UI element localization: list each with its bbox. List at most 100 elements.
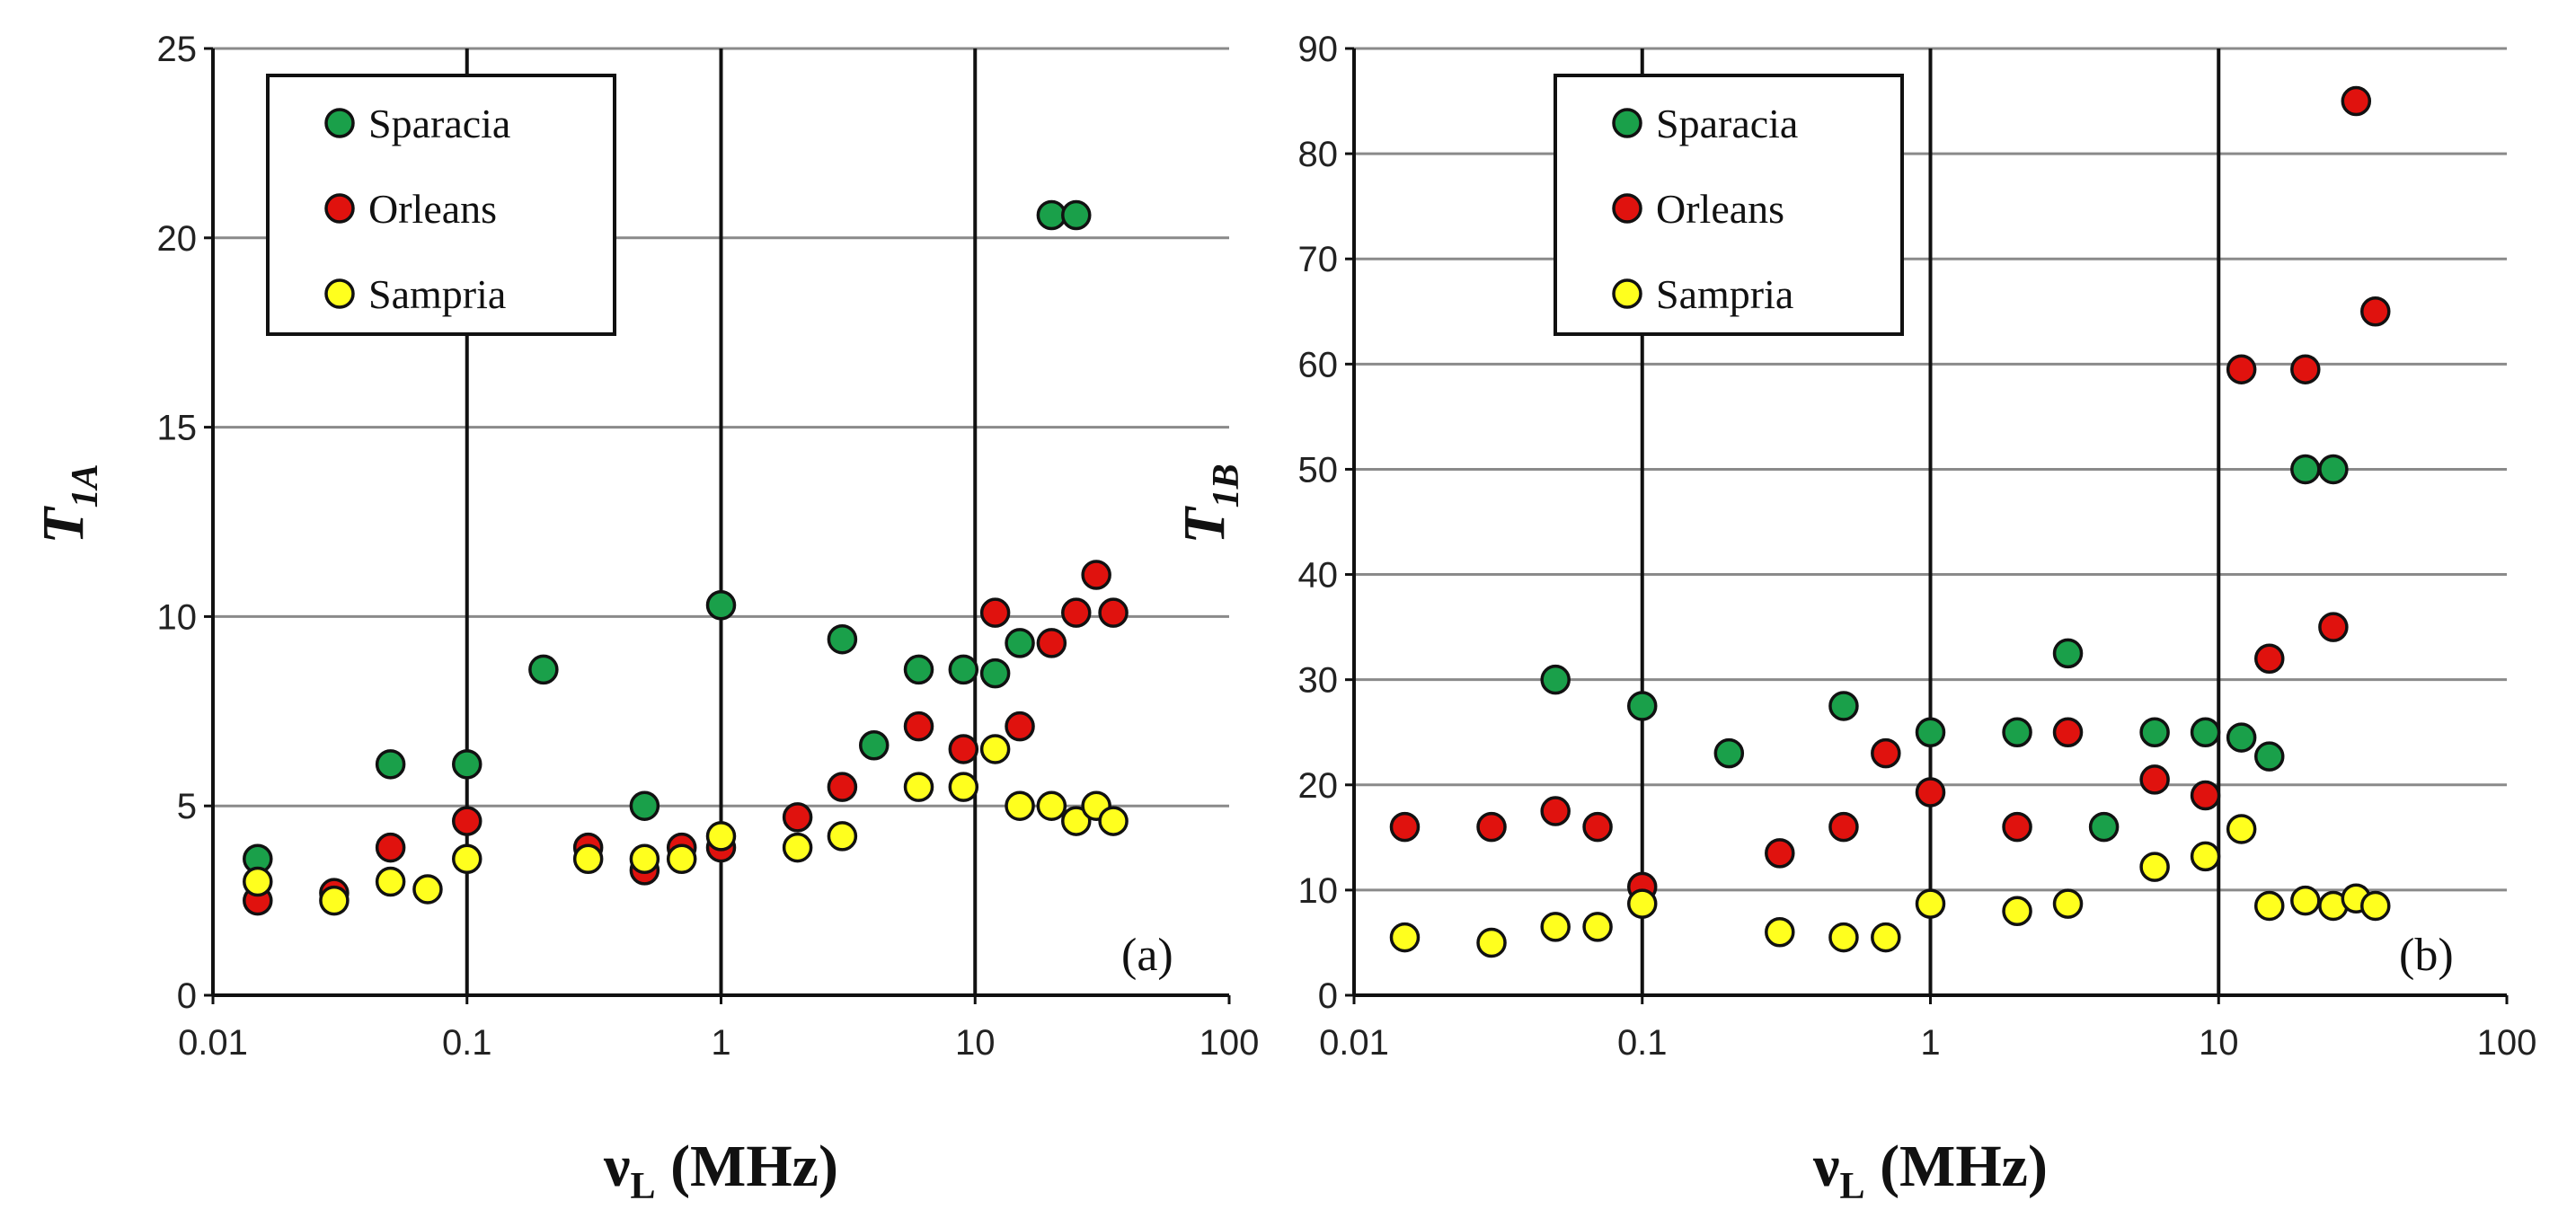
- data-point-orleans: [2290, 354, 2321, 384]
- data-point-sampria: [1005, 790, 1035, 821]
- data-point-orleans: [1915, 777, 1946, 808]
- x-tick-label: 0.01: [1319, 1023, 1389, 1063]
- data-point-sampria: [452, 843, 482, 874]
- data-point-sparacia: [2318, 454, 2349, 485]
- data-point-sampria: [705, 821, 737, 852]
- data-point-orleans: [2139, 764, 2170, 795]
- data-point-sparacia: [2290, 454, 2321, 485]
- data-point-sampria: [1627, 888, 1658, 919]
- data-point-sampria: [2290, 885, 2321, 916]
- data-point-sampria: [1540, 912, 1571, 942]
- x-tick-label: 10: [2199, 1023, 2239, 1063]
- data-point-sampria: [666, 843, 697, 874]
- data-point-sampria: [1582, 912, 1613, 942]
- data-point-sparacia: [1627, 691, 1658, 721]
- legend-marker-sparacia: [324, 108, 355, 138]
- y-axis-title: T1B: [1172, 463, 1247, 543]
- y-tick-label: 80: [1298, 135, 1339, 174]
- data-point-sparacia: [2190, 717, 2221, 747]
- data-point-sparacia: [705, 590, 737, 621]
- data-point-sparacia: [452, 749, 482, 780]
- data-point-orleans: [1061, 597, 1092, 628]
- data-point-orleans: [1098, 597, 1129, 628]
- data-point-sampria: [1036, 790, 1067, 821]
- data-point-sampria: [1828, 922, 1859, 953]
- data-point-sampria: [979, 734, 1011, 764]
- data-point-sampria: [948, 772, 979, 802]
- data-point-orleans: [452, 806, 482, 836]
- y-tick-label: 90: [1298, 30, 1339, 69]
- data-point-sparacia: [1540, 664, 1571, 695]
- data-point-sampria: [1871, 922, 1901, 953]
- data-point-sampria: [375, 866, 406, 897]
- y-axis-title-subscript: 1A: [65, 463, 106, 508]
- data-point-sampria: [412, 874, 443, 905]
- x-axis-title-subscript: L: [1840, 1166, 1865, 1207]
- data-point-sampria: [1915, 888, 1946, 919]
- data-point-orleans: [1476, 811, 1507, 843]
- x-tick-label: 0.1: [442, 1023, 492, 1063]
- data-point-sampria: [1389, 922, 1421, 953]
- data-point-orleans: [948, 734, 979, 764]
- series-sampria: [1389, 814, 2391, 958]
- data-point-sparacia: [1036, 199, 1067, 231]
- legend: Sparacia Orleans Sampria: [266, 74, 616, 336]
- x-axis-title-symbol: ν: [1812, 1134, 1840, 1199]
- data-point-sampria: [1098, 806, 1129, 836]
- x-tick-label: 10: [955, 1023, 996, 1063]
- data-point-orleans: [1005, 711, 1035, 742]
- legend-marker-sparacia: [1612, 108, 1642, 138]
- legend-marker-sampria: [1612, 278, 1642, 309]
- y-tick-label: 15: [157, 409, 198, 448]
- data-point-sparacia: [1061, 199, 1092, 231]
- legend-label-sampria: Sampria: [1656, 271, 1793, 317]
- x-tick-label: 1: [1920, 1023, 1940, 1063]
- y-tick-label: 25: [157, 30, 198, 69]
- data-point-sampria: [903, 772, 934, 802]
- legend: Sparacia Orleans Sampria: [1554, 74, 1904, 336]
- y-axis-title-symbol: T: [1172, 506, 1237, 544]
- x-tick-label: 0.1: [1617, 1023, 1668, 1063]
- legend-label-orleans: Orleans: [1656, 186, 1784, 232]
- data-point-sampria: [2253, 890, 2285, 922]
- data-point-sparacia: [2088, 811, 2120, 843]
- legend-marker-orleans: [1612, 193, 1642, 224]
- y-tick-label: 30: [1298, 661, 1339, 701]
- y-axis-title-subscript: 1B: [1206, 463, 1247, 508]
- data-point-orleans: [903, 711, 934, 742]
- x-axis-title-symbol: ν: [603, 1134, 631, 1199]
- data-point-orleans: [1036, 628, 1067, 658]
- data-point-orleans: [2253, 643, 2285, 674]
- data-point-orleans: [2318, 612, 2349, 642]
- x-axis-title-subscript: L: [631, 1166, 656, 1207]
- data-point-orleans: [375, 832, 406, 863]
- data-point-orleans: [2341, 85, 2372, 117]
- data-point-sampria: [1765, 916, 1795, 948]
- data-point-orleans: [1828, 811, 1859, 843]
- legend-label-sampria: Sampria: [368, 271, 506, 317]
- chart-panel-b: 0 10 20 30 40 50 60 70 80 90 0.01 0.1 1 10 100 νL (MHz)…: [1172, 30, 2536, 1207]
- data-point-orleans: [1389, 811, 1421, 843]
- data-point-orleans: [1871, 737, 1901, 769]
- data-point-sparacia: [948, 654, 979, 685]
- data-point-sampria: [827, 821, 858, 852]
- data-point-sparacia: [1005, 628, 1035, 658]
- legend-label-orleans: Orleans: [368, 186, 497, 232]
- data-point-orleans: [1765, 838, 1795, 869]
- data-point-sparacia: [903, 654, 934, 685]
- data-point-sampria: [572, 843, 604, 874]
- data-point-orleans: [1081, 560, 1111, 590]
- data-point-sparacia: [2052, 638, 2084, 669]
- data-point-sparacia: [827, 623, 858, 655]
- data-point-sparacia: [858, 729, 890, 761]
- y-tick-label: 60: [1298, 345, 1339, 384]
- legend-marker-orleans: [324, 193, 355, 224]
- x-tick-label: 0.01: [178, 1023, 248, 1063]
- data-point-orleans: [2226, 354, 2257, 384]
- data-point-sampria: [2052, 888, 2084, 919]
- data-point-orleans: [1582, 811, 1613, 843]
- data-point-orleans: [1540, 796, 1571, 826]
- data-point-sparacia: [2226, 722, 2257, 753]
